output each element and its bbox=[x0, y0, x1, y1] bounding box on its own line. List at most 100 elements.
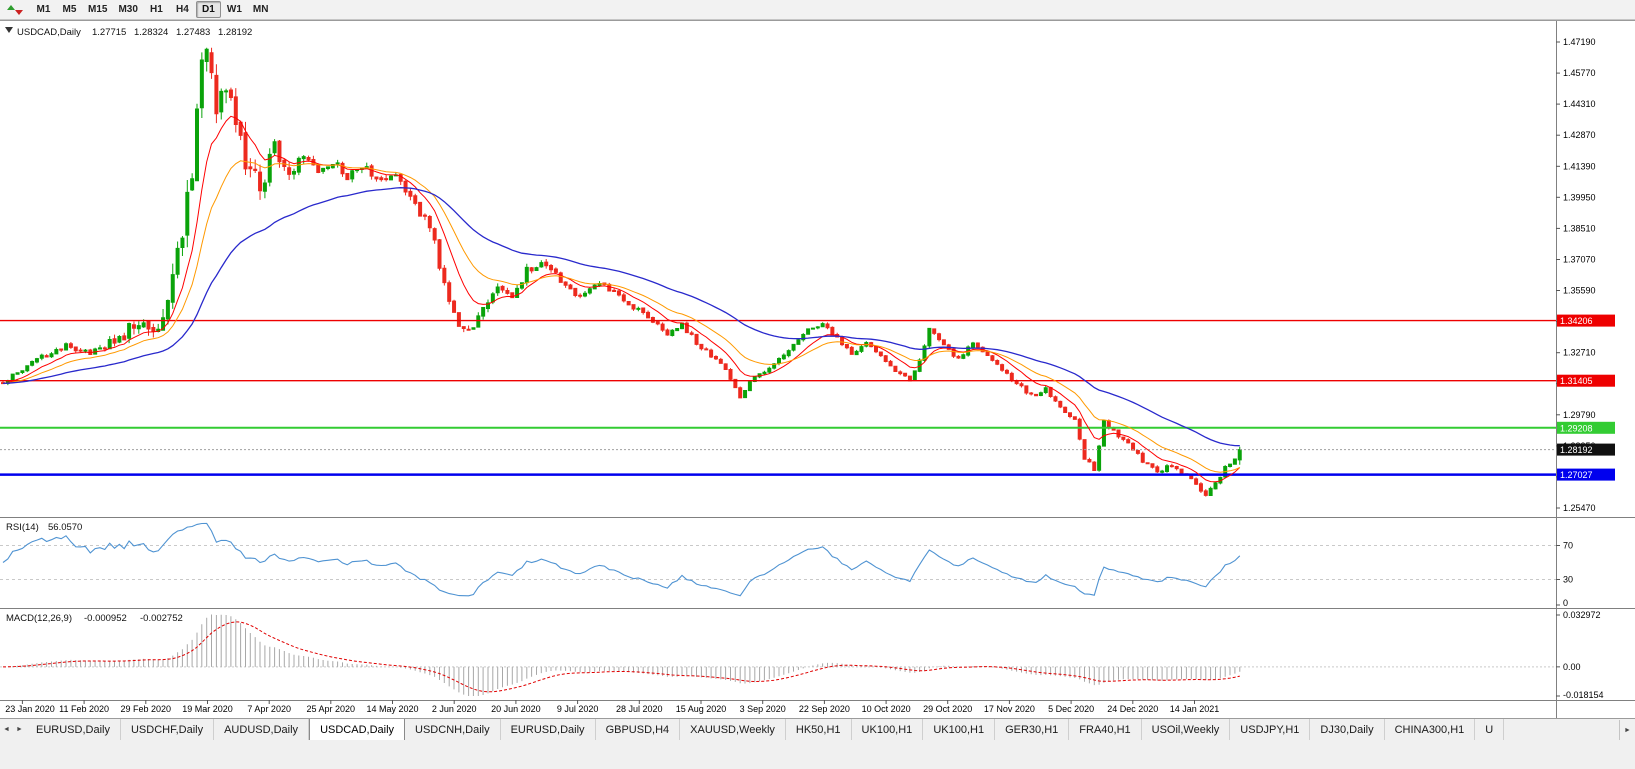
ohlc-close: 1.28192 bbox=[218, 27, 252, 38]
date-axis: 23 Jan 2020 11 Feb 2020 29 Feb 2020 19 Mar … bbox=[5, 700, 1219, 714]
date-label: 29 Oct 2020 bbox=[923, 704, 972, 714]
rsi-panel: 70 30 0 RSI(14) 56.0570 bbox=[0, 522, 1573, 608]
status-strip bbox=[0, 740, 1635, 769]
chart-tab-bar: ◄ ► EURUSD,Daily USDCHF,Daily AUDUSD,Daily… bbox=[0, 718, 1635, 740]
macd-title: MACD(12,26,9) bbox=[6, 613, 72, 624]
price-axis: 1.47190 1.45770 1.44310 1.42870 1.41390 1.399… bbox=[1556, 37, 1615, 513]
price-arrows-icon-svg bbox=[7, 4, 23, 15]
chart-tab-u[interactable]: U bbox=[1475, 719, 1505, 740]
current-price-tag-label: 1.28192 bbox=[1560, 445, 1593, 455]
timeframe-button-w1[interactable]: W1 bbox=[226, 4, 242, 15]
chart-tab-uk100[interactable]: UK100,H1 bbox=[852, 719, 924, 740]
price-arrows-icon[interactable] bbox=[3, 1, 27, 18]
timeframe-button-d1[interactable]: D1 bbox=[195, 1, 221, 18]
macd-value: -0.000952 bbox=[84, 613, 127, 624]
ma-slow-line bbox=[2, 187, 1240, 447]
timeframe-button-h1[interactable]: H1 bbox=[150, 4, 163, 15]
chart-tab-usdjpy[interactable]: USDJPY,H1 bbox=[1230, 719, 1311, 740]
price-tick-label: 1.41390 bbox=[1563, 161, 1596, 171]
timeframe-button-m15[interactable]: M15 bbox=[88, 4, 108, 15]
tab-scroll-right-icon[interactable]: ► bbox=[1619, 720, 1635, 740]
chart-tab-china300[interactable]: CHINA300,H1 bbox=[1385, 719, 1476, 740]
date-label: 29 Feb 2020 bbox=[121, 704, 172, 714]
date-label: 2 Jun 2020 bbox=[432, 704, 477, 714]
chart-tab-xauusd[interactable]: XAUUSD,Weekly bbox=[680, 719, 786, 740]
chart-tab-usdcad[interactable]: USDCAD,Daily bbox=[309, 719, 406, 740]
date-label: 3 Sep 2020 bbox=[740, 704, 786, 714]
chart-window[interactable]: 1.47190 1.45770 1.44310 1.42870 1.41390 1.399… bbox=[0, 20, 1635, 718]
date-label: 7 Apr 2020 bbox=[247, 704, 291, 714]
price-tick-label: 1.39950 bbox=[1563, 192, 1596, 202]
date-label: 10 Oct 2020 bbox=[862, 704, 911, 714]
date-label: 5 Dec 2020 bbox=[1048, 704, 1094, 714]
date-label: 15 Aug 2020 bbox=[676, 704, 727, 714]
rsi-title: RSI(14) bbox=[6, 522, 39, 533]
chart-tab-eurusd[interactable]: EURUSD,Daily bbox=[26, 719, 121, 740]
rsi-level-label: 30 bbox=[1563, 575, 1573, 585]
chart-tab-gbpusd[interactable]: GBPUSD,H4 bbox=[596, 719, 681, 740]
rsi-value: 56.0570 bbox=[48, 522, 82, 533]
moving-averages bbox=[2, 115, 1241, 483]
date-label: 20 Jun 2020 bbox=[491, 704, 541, 714]
ohlc-low: 1.27483 bbox=[176, 27, 210, 38]
chart-tab-usdcnh[interactable]: USDCNH,Daily bbox=[405, 719, 501, 740]
date-label: 14 Jan 2021 bbox=[1170, 704, 1220, 714]
chart-tab-ger30[interactable]: GER30,H1 bbox=[995, 719, 1070, 740]
chart-tab-usoil[interactable]: USOil,Weekly bbox=[1142, 719, 1231, 740]
timeframe-button-mn[interactable]: MN bbox=[252, 4, 269, 15]
price-level-tag-1.31405-label: 1.31405 bbox=[1560, 376, 1593, 386]
chart-title: USDCAD,Daily 1.27715 1.28324 1.27483 1.28192 bbox=[5, 27, 252, 38]
ohlc-open: 1.27715 bbox=[92, 27, 126, 38]
price-level-tag-1.29208: 1.29208 bbox=[1557, 421, 1615, 434]
chart-tab-hk50[interactable]: HK50,H1 bbox=[786, 719, 852, 740]
price-level-tag-1.34206-label: 1.34206 bbox=[1560, 316, 1593, 326]
timeframe-button-m1[interactable]: M1 bbox=[36, 4, 51, 15]
timeframe-button-m30[interactable]: M30 bbox=[118, 4, 138, 15]
rsi-line bbox=[2, 522, 1241, 597]
macd-signal-value: -0.002752 bbox=[140, 613, 183, 624]
rsi-level-label: 70 bbox=[1563, 541, 1573, 551]
chart-background bbox=[0, 20, 1635, 718]
date-label: 24 Dec 2020 bbox=[1107, 704, 1158, 714]
date-label: 17 Nov 2020 bbox=[984, 704, 1035, 714]
timeframe-button-m5[interactable]: M5 bbox=[62, 4, 77, 15]
date-label: 25 Apr 2020 bbox=[307, 704, 356, 714]
price-tick-label: 1.35590 bbox=[1563, 286, 1596, 296]
chart-canvas[interactable]: 1.47190 1.45770 1.44310 1.42870 1.41390 1.399… bbox=[0, 20, 1635, 718]
price-tick-label: 1.37070 bbox=[1563, 255, 1596, 265]
price-level-tag-1.27027-label: 1.27027 bbox=[1560, 470, 1593, 480]
macd-scale-top: 0.032972 bbox=[1563, 610, 1601, 620]
price-level-tag-1.27027: 1.27027 bbox=[1557, 468, 1615, 481]
price-tick-label: 1.47190 bbox=[1563, 37, 1596, 47]
chart-tab-audusd[interactable]: AUDUSD,Daily bbox=[214, 719, 310, 740]
chart-tab-uk100[interactable]: UK100,H1 bbox=[923, 719, 996, 740]
date-label: 28 Jul 2020 bbox=[616, 704, 663, 714]
date-label: 11 Feb 2020 bbox=[59, 704, 109, 714]
chart-tab-dj30[interactable]: DJ30,Daily bbox=[1310, 719, 1385, 740]
date-label: 19 Mar 2020 bbox=[182, 704, 233, 714]
date-label: 23 Jan 2020 bbox=[5, 704, 55, 714]
price-tick-label: 1.38510 bbox=[1563, 223, 1596, 233]
date-label: 14 May 2020 bbox=[366, 704, 418, 714]
price-level-lines bbox=[0, 319, 1556, 476]
chart-tab-eurusd[interactable]: EURUSD,Daily bbox=[501, 719, 596, 740]
price-tick-label: 1.32710 bbox=[1563, 348, 1596, 358]
price-level-tag-1.29208-label: 1.29208 bbox=[1560, 423, 1593, 433]
timeframe-toolbar: M1 M5 M15 M30 H1 H4 D1 W1 MN bbox=[0, 0, 1635, 20]
ohlc-high: 1.28324 bbox=[134, 27, 168, 38]
macd-scale-zero: 0.00 bbox=[1563, 662, 1581, 672]
tab-scroll-right-small-icon[interactable]: ► bbox=[16, 726, 23, 733]
chart-title-symbol: USDCAD,Daily bbox=[17, 27, 81, 38]
chart-tab-fra40[interactable]: FRA40,H1 bbox=[1069, 719, 1142, 740]
macd-panel: 0.032972 0.00 -0.018154 MACD(12,26,9) -0.000… bbox=[0, 610, 1604, 700]
price-tick-label: 1.42870 bbox=[1563, 130, 1596, 140]
timeframe-button-h4[interactable]: H4 bbox=[176, 4, 189, 15]
ma-fast-line bbox=[2, 115, 1241, 483]
price-level-tag-1.31405: 1.31405 bbox=[1557, 374, 1615, 387]
price-tick-label: 1.29790 bbox=[1563, 410, 1596, 420]
price-level-tag-1.34206: 1.34206 bbox=[1557, 314, 1615, 327]
chart-tab-usdchf[interactable]: USDCHF,Daily bbox=[121, 719, 215, 740]
ma-medium-line bbox=[2, 160, 1240, 473]
tab-scroll-left-icon[interactable]: ◄ bbox=[3, 726, 10, 733]
macd-histogram bbox=[7, 614, 1241, 696]
